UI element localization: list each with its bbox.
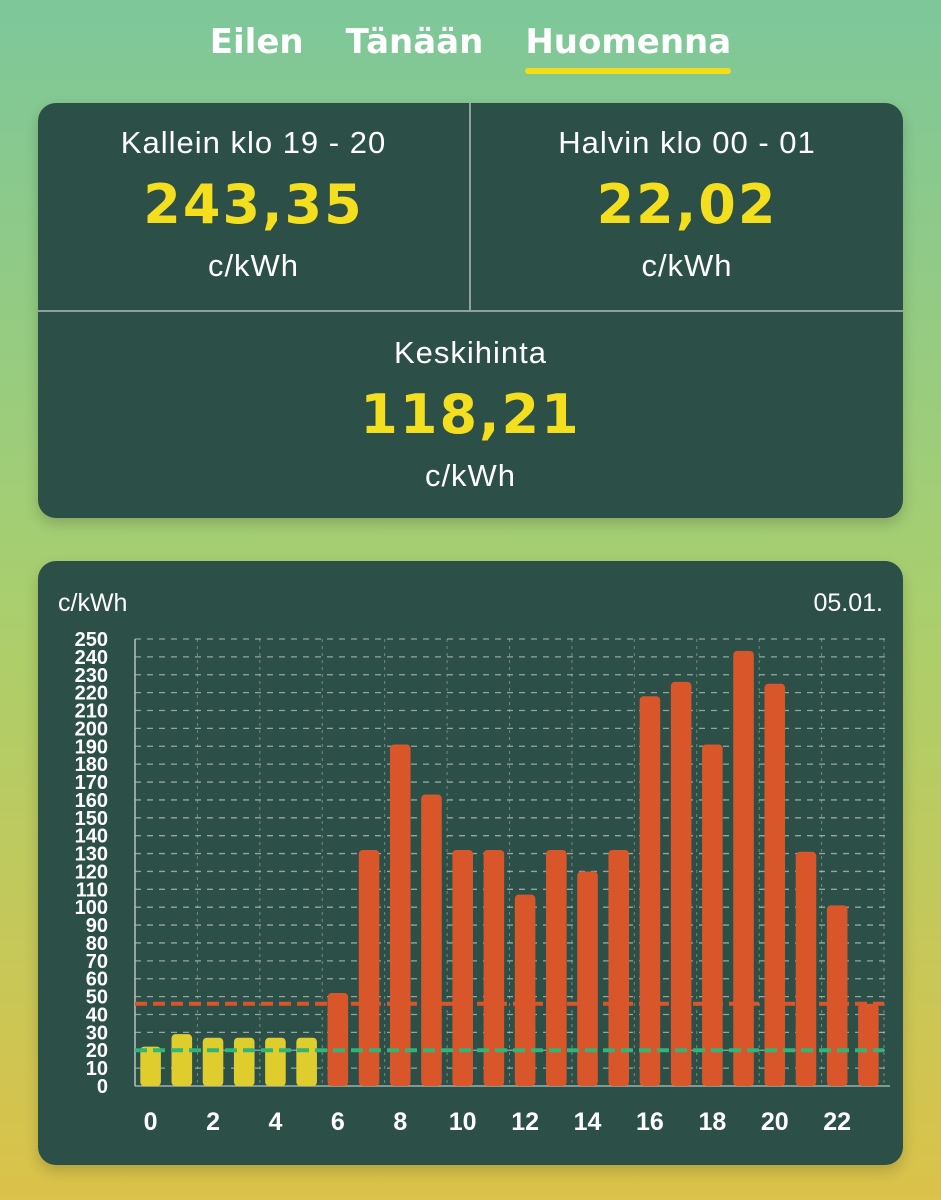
min-price-cell: Halvin klo 00 - 01 22,02 c/kWh [471, 125, 903, 284]
hourly-price-chart: 0102030405060708090100110120130140150160… [75, 629, 890, 1136]
y-tick-label: 250 [75, 629, 108, 651]
bar-hour-19 [733, 650, 754, 1086]
x-tick-label: 2 [206, 1108, 220, 1136]
x-tick-label: 0 [144, 1108, 158, 1136]
max-price-unit: c/kWh [207, 248, 300, 283]
bar-hour-3 [233, 1037, 255, 1086]
x-tick-label: 8 [393, 1108, 407, 1136]
x-tick-label: 6 [331, 1108, 345, 1136]
bar-hour-20 [764, 683, 786, 1086]
y-tick-label: 230 [75, 665, 108, 687]
bar-hour-8 [389, 744, 411, 1086]
bar-hour-1 [171, 1034, 193, 1086]
bar-hour-22 [826, 905, 848, 1086]
bar-hour-12 [514, 894, 536, 1086]
y-tick-label: 0 [97, 1076, 108, 1098]
bar-hour-23 [858, 1003, 879, 1086]
chart-unit-label: c/kWh [58, 589, 128, 617]
y-tick-label: 220 [75, 683, 108, 705]
y-tick-label: 70 [86, 951, 108, 973]
y-tick-label: 210 [75, 701, 108, 723]
y-tick-label: 120 [75, 861, 108, 883]
max-price-cell: Kallein klo 19 - 20 243,35 c/kWh [38, 125, 469, 284]
avg-price-value: 118,21 [360, 383, 581, 446]
y-tick-label: 90 [86, 915, 108, 937]
bar-hour-11 [483, 849, 505, 1086]
max-price-label: Kallein klo 19 - 20 [120, 125, 387, 160]
min-price-unit: c/kWh [641, 248, 733, 283]
x-tick-label: 10 [449, 1108, 477, 1136]
y-tick-label: 130 [75, 844, 108, 866]
bar-hour-16 [639, 696, 661, 1086]
summary-horizontal-divider [38, 310, 903, 312]
y-tick-label: 80 [86, 933, 108, 955]
x-tick-label: 22 [823, 1108, 851, 1136]
avg-price-label: Keskihinta [393, 335, 548, 370]
y-tick-label: 240 [75, 647, 108, 669]
bar-hour-17 [670, 681, 692, 1086]
y-tick-label: 200 [75, 718, 108, 740]
min-price-value: 22,02 [596, 173, 778, 236]
bar-hour-13 [546, 849, 567, 1086]
x-tick-label: 12 [511, 1108, 539, 1136]
y-tick-label: 140 [75, 826, 108, 848]
bar-hour-6 [327, 993, 349, 1086]
bar-hour-10 [452, 849, 473, 1086]
y-tick-label: 100 [75, 897, 108, 919]
tab-today[interactable]: Tänään [345, 22, 484, 62]
bar-hour-15 [608, 849, 630, 1086]
bar-hour-9 [421, 794, 442, 1086]
avg-price-unit: c/kWh [424, 458, 517, 493]
min-price-label: Halvin klo 00 - 01 [558, 125, 816, 160]
x-tick-label: 18 [698, 1108, 726, 1136]
y-tick-label: 110 [76, 879, 108, 901]
y-tick-label: 40 [86, 1004, 108, 1026]
bar-hour-5 [296, 1037, 317, 1086]
chart-date-label: 05.01. [813, 589, 883, 617]
y-tick-label: 60 [86, 969, 108, 991]
avg-price-cell: Keskihinta 118,21 c/kWh [38, 335, 903, 494]
bar-hour-0 [140, 1046, 161, 1086]
y-tick-label: 160 [75, 790, 108, 812]
price-summary-card: Kallein klo 19 - 20 243,35 c/kWh Halvin … [38, 103, 903, 518]
y-tick-label: 20 [86, 1040, 108, 1062]
y-tick-label: 150 [75, 808, 108, 830]
x-tick-label: 16 [636, 1108, 664, 1136]
summary-vertical-divider [469, 103, 471, 310]
y-tick-label: 190 [75, 736, 108, 758]
y-tick-label: 170 [75, 772, 108, 794]
day-tabs: Eilen Tänään Huomenna [0, 22, 941, 74]
x-tick-label: 14 [574, 1108, 602, 1136]
y-tick-label: 50 [86, 987, 108, 1009]
y-tick-label: 10 [86, 1058, 108, 1080]
x-tick-label: 4 [268, 1108, 282, 1136]
x-tick-label: 20 [761, 1108, 789, 1136]
tab-tomorrow[interactable]: Huomenna [525, 22, 731, 74]
price-chart-card: c/kWh 05.01. 0 10 20 30 40 50 60 70 80 90 100 110 12… [38, 561, 903, 1165]
max-price-value: 243,35 [143, 173, 364, 236]
y-tick-label: 30 [86, 1022, 108, 1044]
bar-hour-18 [702, 744, 723, 1086]
bar-hour-4 [265, 1037, 286, 1086]
bar-hour-14 [577, 871, 598, 1086]
bar-hour-21 [795, 851, 817, 1086]
bar-hour-2 [202, 1037, 224, 1086]
bar-hour-7 [358, 849, 380, 1086]
tab-yesterday[interactable]: Eilen [209, 22, 304, 62]
y-tick-label: 180 [75, 754, 108, 776]
